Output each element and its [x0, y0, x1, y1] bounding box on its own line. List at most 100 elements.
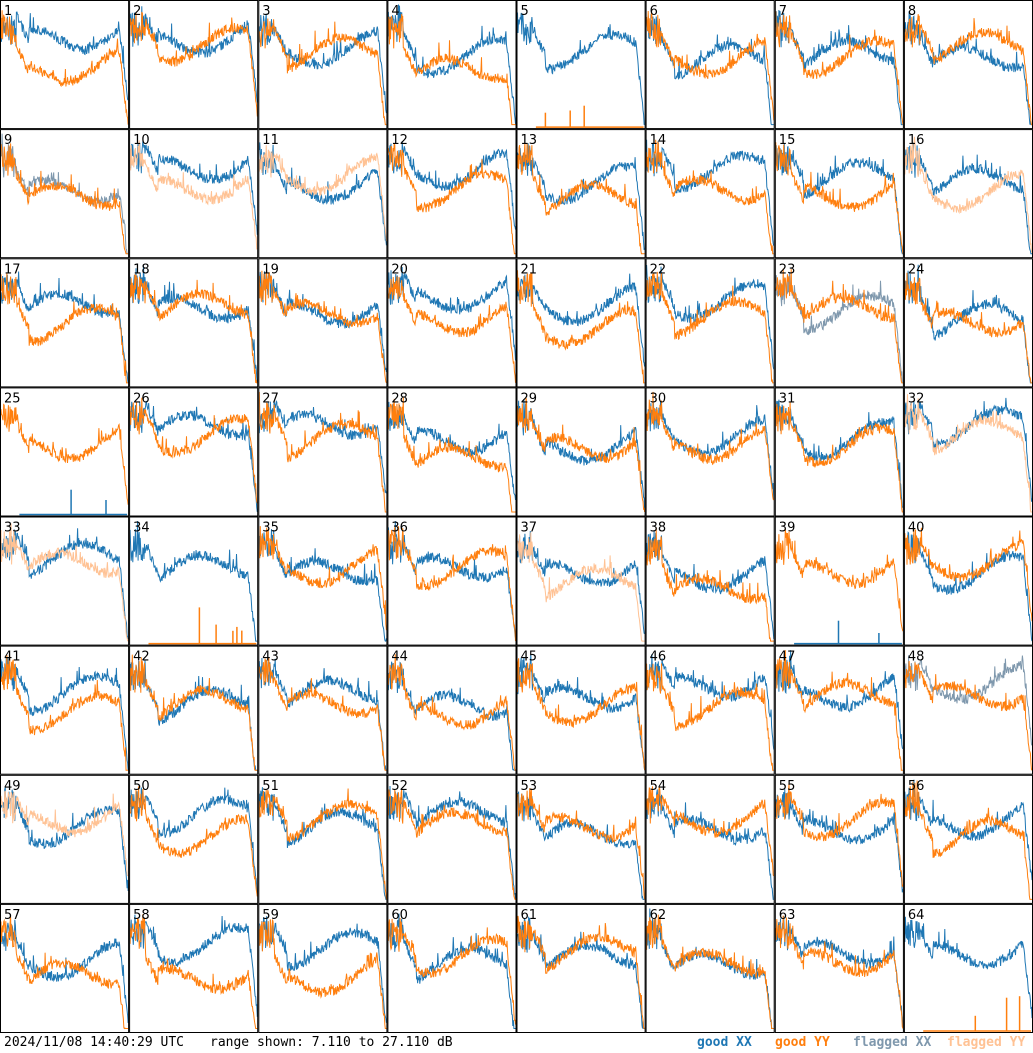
- panel-52: 52: [387, 774, 517, 904]
- panel-border: [516, 387, 646, 517]
- panel-label-6: 6: [650, 4, 658, 19]
- spectrum-yy-10: [129, 140, 258, 250]
- panel-label-59: 59: [262, 908, 279, 923]
- panel-border: [0, 129, 130, 259]
- spectrum-xx-21: [517, 273, 646, 367]
- panel-border: [258, 129, 388, 259]
- panel-53: 53: [516, 774, 646, 904]
- panel-label-10: 10: [133, 133, 150, 148]
- panel-54: 54: [645, 774, 775, 904]
- panel-label-8: 8: [908, 4, 916, 19]
- spectrum-yy-23: [775, 268, 903, 384]
- panel-label-35: 35: [262, 521, 279, 536]
- panel-border: [0, 387, 130, 517]
- panel-border: [516, 0, 646, 130]
- spectrum-xx-56: [904, 779, 1033, 881]
- spectrum-xx-28: [387, 401, 516, 501]
- panel-41: 41: [0, 645, 130, 775]
- panel-44: 44: [387, 645, 517, 775]
- spectrum-yy-44: [387, 654, 516, 771]
- panel-label-43: 43: [262, 650, 279, 665]
- panel-label-2: 2: [133, 4, 141, 19]
- panel-label-15: 15: [779, 133, 796, 148]
- panel-label-44: 44: [391, 650, 408, 665]
- spectrum-yy-51: [258, 788, 387, 900]
- panel-11: 11: [258, 129, 388, 259]
- spectrum-yy-3: [258, 18, 387, 126]
- spectrum-yy-47: [775, 650, 903, 771]
- spectrum-yy-62: [646, 914, 774, 1029]
- panel-9: 9: [0, 129, 130, 259]
- panel-label-54: 54: [650, 779, 667, 794]
- panel-label-19: 19: [262, 262, 279, 277]
- spectrum-yy-32: [904, 394, 1032, 513]
- spectrum-yy-46: [646, 663, 774, 771]
- panel-border: [645, 774, 775, 904]
- panel-border: [0, 0, 130, 130]
- spectrum-xx-46: [646, 653, 775, 750]
- panel-37: 37: [516, 516, 646, 646]
- spectrum-xx-3: [258, 13, 387, 114]
- panel-border: [774, 258, 904, 388]
- legend-good-yy: good YY: [775, 1035, 830, 1050]
- panel-12: 12: [387, 129, 517, 259]
- spectrum-yy-54: [646, 786, 775, 877]
- spectrum-xx-20: [387, 266, 516, 361]
- panel-43: 43: [258, 645, 388, 775]
- panel-label-47: 47: [779, 650, 796, 665]
- spectrum-xx-19: [258, 271, 387, 373]
- panel-19: 19: [258, 258, 388, 388]
- spectrum-yy-42: [129, 654, 258, 771]
- panel-15: 15: [774, 129, 904, 259]
- panel-border: [903, 387, 1033, 517]
- panel-label-27: 27: [262, 391, 279, 406]
- spectrum-xx-60: [387, 913, 516, 1029]
- panel-label-21: 21: [521, 262, 538, 277]
- spectrum-xx-62: [646, 908, 774, 1030]
- panel-56: 56: [903, 774, 1033, 904]
- panel-label-9: 9: [4, 133, 12, 148]
- panel-label-55: 55: [779, 779, 796, 794]
- panel-border: [129, 645, 259, 775]
- panel-55: 55: [774, 774, 904, 904]
- spectrum-yy-20: [387, 276, 516, 383]
- spectrum-yy-21: [517, 270, 645, 384]
- panel-border: [387, 387, 517, 517]
- panel-23: 23: [774, 258, 904, 388]
- panel-33: 33: [0, 516, 130, 646]
- panel-border: [0, 903, 130, 1033]
- panel-label-57: 57: [4, 908, 21, 923]
- spectrum-yy-19: [258, 270, 387, 384]
- legend: good XX good YY flagged XX flagged YY: [693, 1033, 1033, 1053]
- panel-50: 50: [129, 774, 259, 904]
- panel-border: [129, 774, 259, 904]
- spectrum-xx-12: [387, 141, 516, 230]
- panel-label-40: 40: [908, 521, 925, 536]
- panel-border: [645, 516, 775, 646]
- spectrum-yy-59: [258, 919, 387, 1029]
- spectrum-xx-31: [775, 399, 904, 509]
- panel-border: [645, 258, 775, 388]
- spectrum-xx-1: [0, 11, 129, 101]
- panel-label-25: 25: [4, 391, 21, 406]
- panel-label-20: 20: [391, 262, 408, 277]
- spectrum-yy-40: [904, 527, 1033, 622]
- panel-36: 36: [387, 516, 517, 646]
- panel-22: 22: [645, 258, 775, 388]
- spectrum-yy-39: [775, 528, 904, 632]
- panel-62: 62: [645, 903, 775, 1033]
- panel-border: [774, 645, 904, 775]
- panel-label-16: 16: [908, 133, 925, 148]
- panel-label-63: 63: [779, 908, 796, 923]
- panel-border: [387, 129, 517, 259]
- panel-45: 45: [516, 645, 646, 775]
- spectrum-yy-35: [258, 526, 387, 631]
- spectrum-xx-36: [387, 520, 516, 639]
- panel-61: 61: [516, 903, 646, 1033]
- spectrum-yy-26: [129, 397, 258, 504]
- panel-border: [129, 129, 259, 259]
- panel-label-51: 51: [262, 779, 279, 794]
- panel-border: [258, 0, 388, 130]
- panel-17: 17: [0, 258, 130, 388]
- panel-label-64: 64: [908, 908, 925, 923]
